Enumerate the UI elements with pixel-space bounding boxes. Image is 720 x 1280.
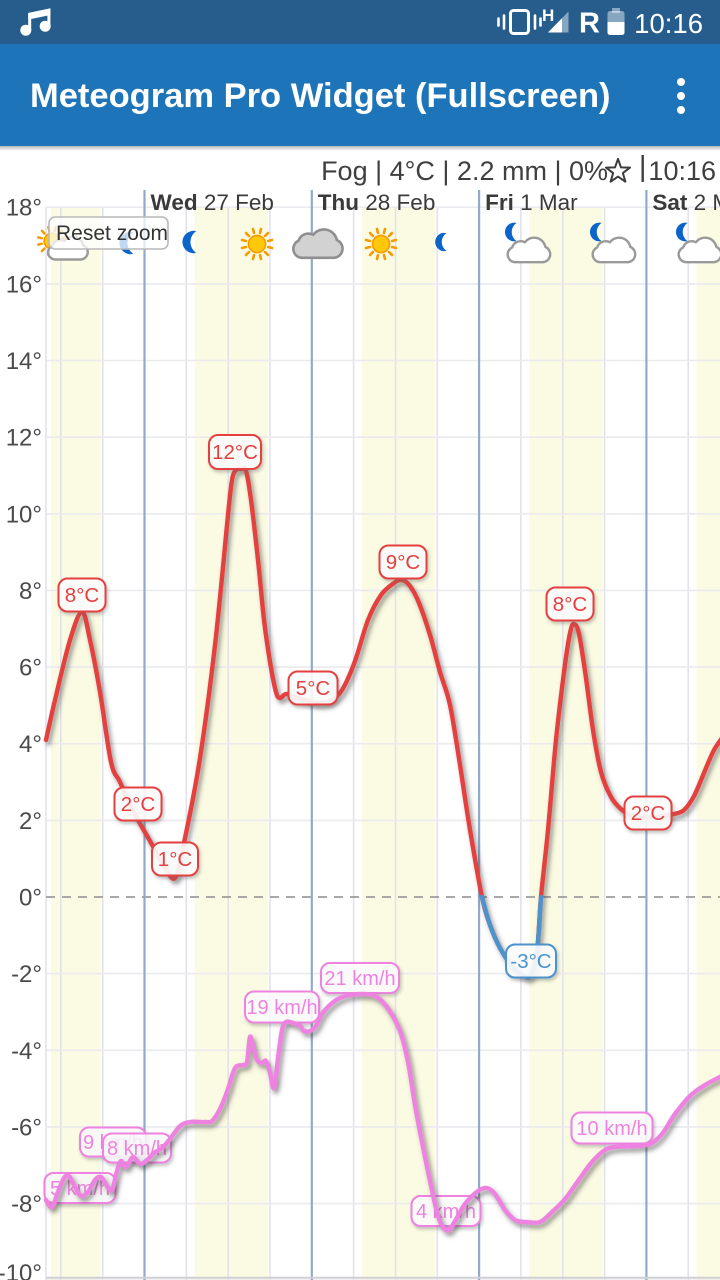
svg-text:10:16: 10:16: [648, 156, 716, 186]
svg-text:14°: 14°: [6, 348, 42, 375]
svg-text:-6°: -6°: [11, 1114, 42, 1141]
svg-text:2°: 2°: [19, 808, 42, 835]
svg-text:18°: 18°: [6, 195, 42, 222]
svg-text:Thu 28 Feb: Thu 28 Feb: [318, 190, 436, 215]
svg-text:2°C: 2°C: [121, 793, 156, 816]
svg-text:12°C: 12°C: [212, 441, 258, 464]
svg-text:0°: 0°: [19, 885, 42, 912]
svg-text:Reset zoom: Reset zoom: [56, 222, 168, 245]
svg-text:1°C: 1°C: [158, 848, 193, 871]
svg-text:6°: 6°: [19, 655, 42, 682]
svg-text:2°C: 2°C: [631, 802, 666, 825]
svg-text:10°: 10°: [6, 501, 42, 528]
svg-text:Wed 27 Feb: Wed 27 Feb: [151, 190, 274, 215]
svg-text:-10°: -10°: [0, 1260, 42, 1280]
svg-text:16°: 16°: [6, 271, 42, 298]
svg-text:10 km/h: 10 km/h: [576, 1118, 647, 1140]
svg-text:-8°: -8°: [11, 1191, 42, 1218]
svg-text:9°C: 9°C: [386, 551, 421, 574]
svg-text:H: H: [542, 6, 554, 25]
svg-text:8°: 8°: [19, 578, 42, 605]
svg-text:Sat 2 Mar: Sat 2 Mar: [652, 190, 720, 215]
svg-text:Fog | 4°C | 2.2 mm | 0%: Fog | 4°C | 2.2 mm | 0%: [321, 156, 608, 186]
svg-text:8°C: 8°C: [65, 584, 100, 607]
svg-text:10:16: 10:16: [634, 8, 703, 39]
svg-text:-2°: -2°: [11, 961, 42, 988]
svg-text:21 km/h: 21 km/h: [324, 968, 395, 990]
svg-text:R: R: [579, 8, 600, 40]
svg-text:4°: 4°: [19, 731, 42, 758]
svg-text:19 km/h: 19 km/h: [246, 997, 317, 1019]
svg-text:12°: 12°: [6, 425, 42, 452]
svg-text:Meteogram Pro Widget (Fullscre: Meteogram Pro Widget (Fullscreen): [30, 77, 611, 115]
svg-text:-4°: -4°: [11, 1038, 42, 1065]
svg-text:5°C: 5°C: [296, 677, 331, 700]
svg-text:Fri 1 Mar: Fri 1 Mar: [485, 190, 578, 215]
svg-text:-3°C: -3°C: [510, 950, 551, 973]
svg-text:8°C: 8°C: [553, 593, 588, 616]
